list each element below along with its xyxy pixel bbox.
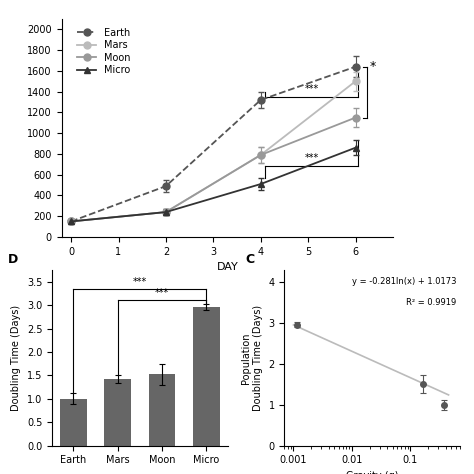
X-axis label: Gravity (g): Gravity (g): [346, 471, 398, 474]
Text: ***: ***: [155, 288, 169, 298]
Text: y = -0.281ln(x) + 1.0173: y = -0.281ln(x) + 1.0173: [352, 277, 456, 286]
Bar: [104, 379, 131, 446]
Text: R² = 0.9919: R² = 0.9919: [406, 298, 456, 307]
Bar: [193, 307, 219, 446]
Y-axis label: Population
Doubling Time (Days): Population Doubling Time (Days): [241, 305, 263, 411]
Bar: [149, 374, 175, 446]
Text: ***: ***: [133, 277, 147, 287]
Bar: [60, 399, 87, 446]
Text: ***: ***: [304, 153, 319, 163]
Text: C: C: [246, 253, 255, 266]
Legend: Earth, Mars, Moon, Micro: Earth, Mars, Moon, Micro: [73, 24, 135, 79]
Text: D: D: [9, 253, 18, 266]
Text: ***: ***: [304, 84, 319, 94]
Y-axis label: Doubling Time (Days): Doubling Time (Days): [11, 305, 21, 411]
Text: *: *: [370, 60, 376, 73]
X-axis label: DAY: DAY: [217, 262, 238, 272]
